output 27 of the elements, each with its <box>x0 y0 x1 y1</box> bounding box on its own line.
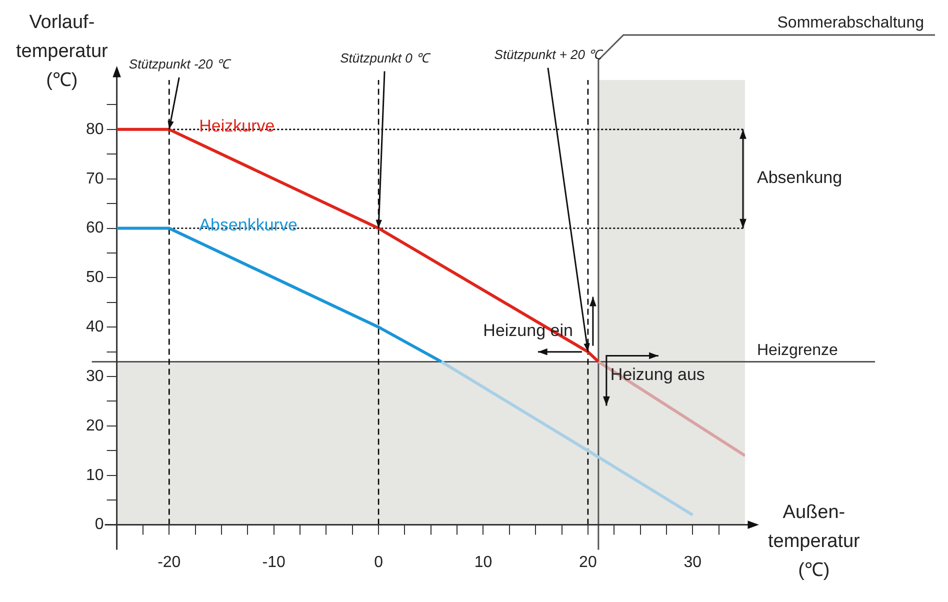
series-label: Absenkkurve <box>199 215 298 234</box>
y-tick-label: 0 <box>94 516 104 534</box>
y-tick-label: 60 <box>86 220 104 237</box>
y-tick-label: 10 <box>86 466 104 484</box>
annotation: Heizung ein <box>483 321 573 340</box>
x-tick-label: 10 <box>474 554 492 571</box>
ref-line-label: Heizgrenze <box>757 342 838 360</box>
y-axis-title: Vorlauf- temperatur (℃) <box>16 11 108 93</box>
annotation: Stützpunkt -20 ℃ <box>128 56 232 72</box>
x-tick-label: 30 <box>684 554 702 571</box>
y-tick-label: 30 <box>86 368 104 385</box>
x-tick-label: -20 <box>158 554 181 571</box>
annotation: Heizung aus <box>610 364 705 384</box>
x-tick-label: 0 <box>374 554 384 571</box>
y-tick-label: 20 <box>86 417 104 434</box>
x-tick-label: 20 <box>579 554 597 571</box>
x-axis-title: Außen- temperatur (℃) <box>768 501 860 583</box>
y-tick-label: 70 <box>86 170 104 188</box>
x-tick-label: -10 <box>262 554 286 571</box>
annotation: Stützpunkt 0 ℃ <box>340 50 431 66</box>
y-tick-label: 40 <box>86 318 104 336</box>
ref-line-label: Sommerabschaltung <box>777 14 924 32</box>
annotation: Absenkung <box>757 168 842 188</box>
series-label: Heizkurve <box>199 116 275 136</box>
y-tick-label: 80 <box>86 120 104 138</box>
annotation: Stützpunkt + 20 ℃ <box>494 46 604 62</box>
y-tick-label: 50 <box>86 269 104 286</box>
